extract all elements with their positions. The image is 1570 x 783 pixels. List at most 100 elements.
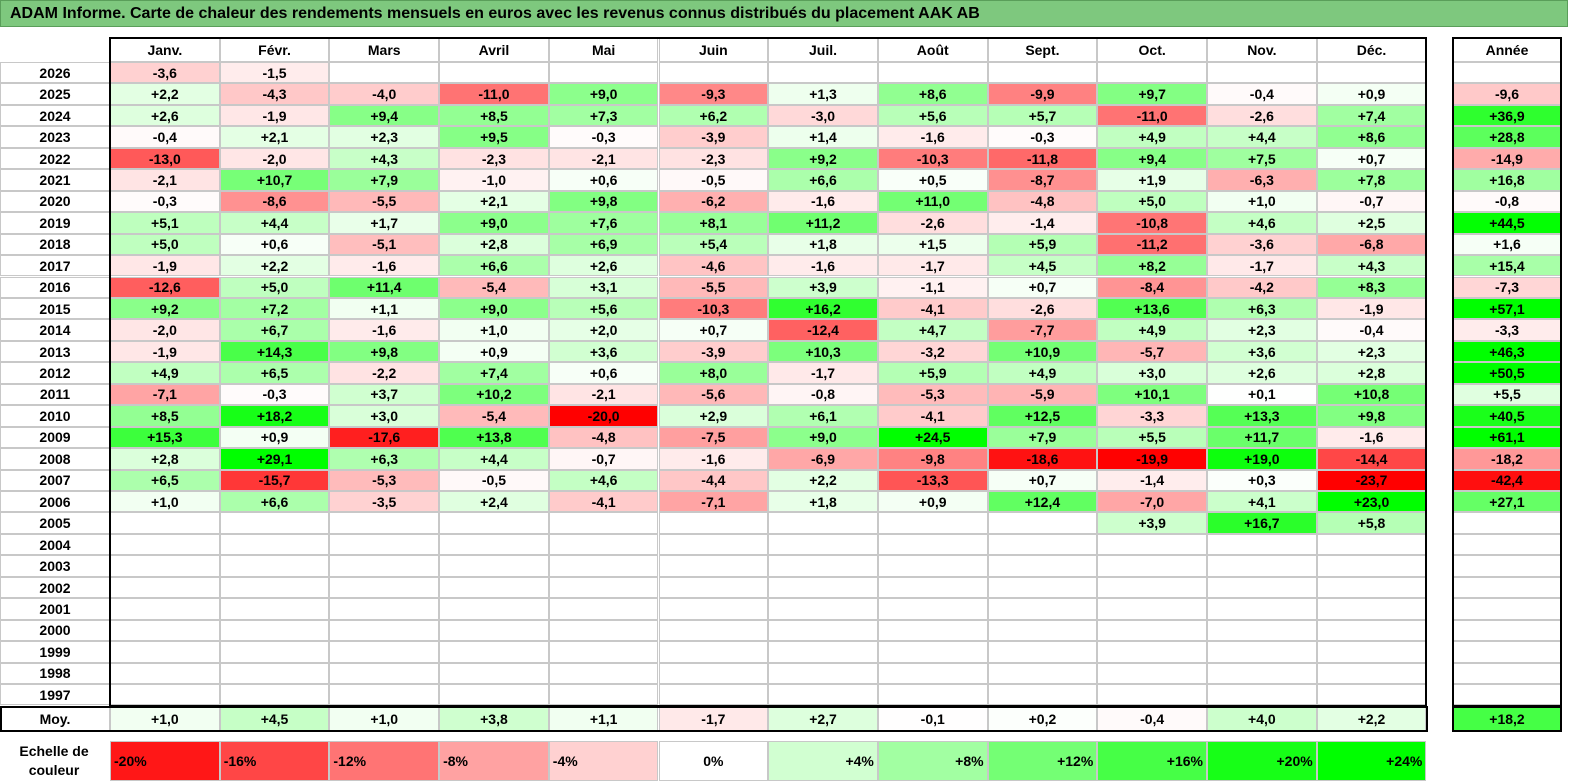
heatmap-cell — [1316, 662, 1427, 685]
year-label: 1998 — [0, 662, 110, 685]
heatmap-cell: -19,9 — [1097, 448, 1207, 470]
heatmap-cell: -10,3 — [658, 297, 769, 320]
heatmap-cell: -7,1 — [658, 491, 769, 513]
heatmap-cell: +11,4 — [329, 276, 440, 298]
average-cell: -0,1 — [877, 707, 988, 731]
heatmap-cell: +0,7 — [1316, 147, 1427, 170]
heatmap-cell: -5,1 — [329, 233, 440, 256]
heatmap-cell: +5,8 — [1316, 512, 1427, 534]
heatmap-cell: +7,2 — [219, 297, 330, 320]
heatmap-cell: -2,3 — [439, 147, 549, 170]
heatmap-cell: +2,1 — [439, 190, 549, 213]
heatmap-cell: -1,6 — [877, 126, 988, 148]
heatmap-cell: -9,9 — [987, 83, 1098, 105]
heatmap-cell — [110, 662, 220, 685]
heatmap-cell: +5,0 — [110, 233, 220, 256]
month-header: Juil. — [768, 38, 878, 62]
annual-cell — [1453, 576, 1561, 599]
heatmap-cell — [877, 598, 988, 620]
heatmap-cell: -20,0 — [548, 405, 659, 427]
heatmap-cell: +0,5 — [877, 169, 988, 191]
heatmap-cell: +6,3 — [1207, 297, 1317, 320]
heatmap-cell — [987, 662, 1098, 685]
heatmap-cell: +3,6 — [548, 340, 659, 363]
heatmap-cell: -6,2 — [658, 190, 769, 213]
title-bar: ADAM Informe. Carte de chaleur des rende… — [0, 0, 1568, 27]
heatmap-cell — [877, 684, 988, 706]
heatmap-cell: -15,7 — [219, 469, 330, 491]
heatmap-cell: -0,5 — [658, 169, 769, 191]
heatmap-cell: +1,0 — [110, 491, 220, 513]
heatmap-cell: -4,1 — [548, 491, 659, 513]
heatmap-cell — [987, 619, 1098, 642]
heatmap-cell: +2,2 — [768, 469, 878, 491]
heatmap-cell: -8,6 — [219, 190, 330, 213]
heatmap-cell: +29,1 — [219, 448, 330, 470]
heatmap-cell: +2,8 — [1316, 362, 1427, 384]
year-label: 2023 — [0, 126, 110, 148]
heatmap-cell — [768, 555, 878, 577]
month-header: Nov. — [1207, 38, 1317, 62]
heatmap-cell: -5,3 — [329, 469, 440, 491]
heatmap-cell: -13,3 — [877, 469, 988, 491]
heatmap-cell — [658, 555, 769, 577]
heatmap-cell: -11,0 — [1097, 104, 1207, 127]
heatmap-cell: -1,6 — [768, 190, 878, 213]
heatmap-cell: +4,9 — [1097, 126, 1207, 148]
average-annual-cell: +18,2 — [1453, 707, 1561, 731]
heatmap-cell: +8,5 — [439, 104, 549, 127]
year-label: 2024 — [0, 104, 110, 127]
heatmap-cell: +7,9 — [329, 169, 440, 191]
heatmap-cell: +4,4 — [1207, 126, 1317, 148]
heatmap-cell: -1,1 — [877, 276, 988, 298]
heatmap-cell — [1316, 598, 1427, 620]
year-label: 2003 — [0, 555, 110, 577]
heatmap-cell: +3,6 — [1207, 340, 1317, 363]
heatmap-cell: +8,1 — [658, 212, 769, 234]
heatmap-cell: +8,6 — [877, 83, 988, 105]
heatmap-cell: +2,1 — [219, 126, 330, 148]
heatmap-cell: -4,8 — [987, 190, 1098, 213]
annual-cell: -42,4 — [1453, 469, 1561, 491]
heatmap-cell: +0,7 — [987, 276, 1098, 298]
heatmap-cell: -4,4 — [658, 469, 769, 491]
average-cell: +2,2 — [1316, 707, 1427, 731]
year-label: 2021 — [0, 169, 110, 191]
heatmap-cell: -3,9 — [658, 126, 769, 148]
heatmap-cell: +2,6 — [1207, 362, 1317, 384]
heatmap-cell — [768, 662, 878, 685]
heatmap-cell — [658, 533, 769, 556]
year-label: 2018 — [0, 233, 110, 256]
color-scale-step: +12% — [987, 741, 1098, 781]
heatmap-cell: +3,0 — [329, 405, 440, 427]
heatmap-cell: -14,4 — [1316, 448, 1427, 470]
heatmap-cell — [110, 641, 220, 663]
heatmap-cell: +1,9 — [1097, 169, 1207, 191]
color-scale-step: 0% — [658, 741, 769, 781]
heatmap-cell: +16,2 — [768, 297, 878, 320]
heatmap-cell: -17,6 — [329, 426, 440, 449]
annual-cell: -0,8 — [1453, 190, 1561, 213]
heatmap-cell — [987, 512, 1098, 534]
color-scale-step: +20% — [1207, 741, 1317, 781]
heatmap-cell: -4,0 — [329, 83, 440, 105]
heatmap-cell: -0,5 — [439, 469, 549, 491]
heatmap-cell: +6,6 — [219, 491, 330, 513]
color-scale-step: -16% — [219, 741, 330, 781]
heatmap-cell: +2,8 — [110, 448, 220, 470]
heatmap-cell — [548, 641, 659, 663]
heatmap-cell — [768, 641, 878, 663]
heatmap-cell: +9,2 — [768, 147, 878, 170]
heatmap-cell — [1207, 684, 1317, 706]
heatmap-cell — [548, 662, 659, 685]
heatmap-cell: -2,6 — [1207, 104, 1317, 127]
heatmap-cell: +4,7 — [877, 319, 988, 341]
heatmap-cell: +12,4 — [987, 491, 1098, 513]
heatmap-cell: -10,3 — [877, 147, 988, 170]
heatmap-cell: -3,0 — [768, 104, 878, 127]
annual-cell: +61,1 — [1453, 426, 1561, 449]
heatmap-cell — [658, 619, 769, 642]
heatmap-cell — [1316, 555, 1427, 577]
heatmap-cell — [1097, 598, 1207, 620]
annual-cell: +57,1 — [1453, 297, 1561, 320]
